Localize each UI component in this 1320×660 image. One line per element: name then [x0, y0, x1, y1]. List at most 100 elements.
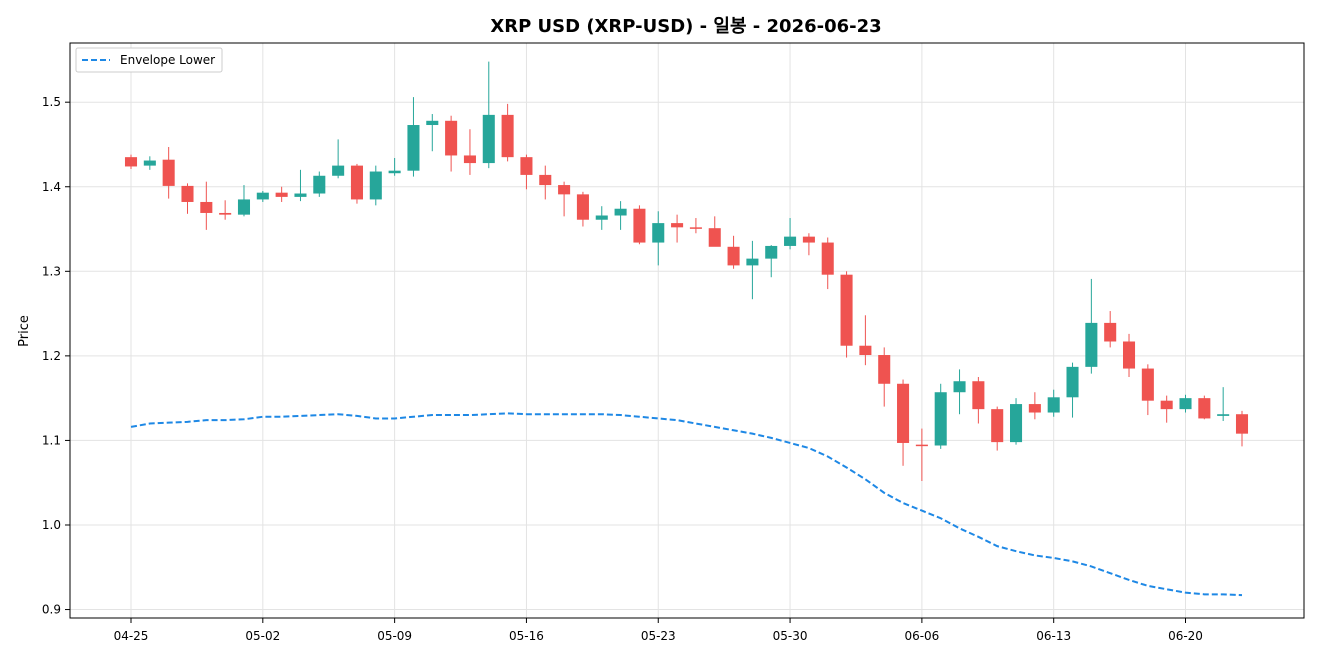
candle-body: [256, 192, 269, 200]
candle-body: [953, 381, 966, 393]
candle: [369, 165, 382, 206]
candle-body: [708, 228, 721, 247]
candle: [897, 379, 910, 466]
candle: [1010, 398, 1023, 445]
candle-body: [1141, 368, 1154, 401]
candle-body: [539, 174, 552, 186]
legend-label-envelope: Envelope Lower: [120, 53, 215, 67]
candle-body: [1010, 404, 1023, 443]
candle: [1179, 394, 1192, 413]
candle: [1198, 395, 1211, 420]
candle: [520, 154, 533, 190]
x-tick-label: 05-09: [377, 629, 412, 643]
candle-body: [727, 246, 740, 266]
candle: [200, 181, 213, 230]
candle-body: [1047, 397, 1060, 413]
candle: [124, 154, 138, 169]
candle: [1217, 387, 1230, 421]
candle: [445, 115, 458, 172]
candle-body: [1085, 322, 1098, 367]
y-tick-label: 0.9: [42, 603, 61, 617]
candle-body: [633, 208, 646, 243]
candle-body: [332, 165, 345, 176]
candle: [576, 191, 589, 227]
candle: [1141, 364, 1154, 416]
candle: [765, 245, 778, 278]
candle: [708, 216, 721, 247]
candle-body: [595, 215, 608, 220]
x-tick-label: 06-20: [1168, 629, 1203, 643]
candles: [124, 61, 1249, 482]
candle: [482, 61, 495, 169]
candle-body: [689, 227, 702, 229]
candle: [388, 158, 401, 176]
candle: [1235, 410, 1249, 447]
legend-box: [75, 47, 223, 73]
candle: [1122, 333, 1136, 378]
candle: [237, 185, 251, 217]
y-tick-label: 1.4: [42, 180, 61, 194]
candle-body: [350, 165, 363, 200]
candle-body: [897, 383, 910, 443]
candle-body: [1160, 400, 1173, 410]
candle: [689, 218, 702, 234]
candle-body: [162, 159, 175, 186]
x-tick-label: 05-30: [773, 629, 808, 643]
y-tick-label: 1.1: [42, 433, 61, 447]
candle: [294, 169, 307, 202]
candle: [1104, 311, 1117, 348]
grid: [70, 43, 1304, 618]
candle-body: [1179, 398, 1192, 410]
candle: [859, 315, 872, 366]
candle: [953, 369, 966, 415]
candle: [275, 186, 288, 202]
y-tick-label: 1.2: [42, 349, 61, 363]
candle: [972, 377, 985, 424]
candle-body: [1066, 366, 1079, 398]
candle: [633, 205, 646, 245]
candle-body: [181, 185, 194, 202]
candle: [1047, 389, 1060, 417]
candle: [181, 183, 194, 214]
candle-body: [219, 212, 232, 215]
candle-body: [237, 199, 251, 215]
candle-body: [313, 175, 326, 194]
candle: [652, 211, 665, 266]
candle-body: [200, 201, 213, 213]
candle-body: [576, 194, 589, 220]
candle: [784, 218, 797, 250]
candle: [143, 156, 156, 170]
candle-body: [1235, 414, 1249, 434]
candle-body: [520, 157, 533, 175]
x-tick-label: 04-25: [114, 629, 149, 643]
candle-body: [746, 258, 759, 266]
candle: [350, 163, 363, 204]
candle-body: [275, 192, 288, 197]
y-axis-label: Price: [17, 315, 32, 347]
candle-body: [840, 274, 853, 346]
candle: [915, 428, 928, 482]
candle: [878, 347, 891, 407]
y-tick-label: 1.5: [42, 95, 61, 109]
candle-body: [671, 223, 684, 228]
x-tick-label: 05-23: [641, 629, 676, 643]
candle-body: [1198, 398, 1211, 419]
y-tick-label: 1.3: [42, 264, 61, 278]
candle: [332, 139, 345, 179]
candle-body: [878, 355, 891, 384]
candle-body: [369, 171, 382, 200]
candle-body: [124, 157, 138, 167]
candle: [558, 181, 571, 217]
candle-body: [915, 444, 928, 447]
envelope-lower-line: [130, 412, 1243, 597]
candle: [595, 206, 608, 230]
candle: [802, 233, 815, 256]
candle-body: [652, 223, 665, 243]
candle: [840, 271, 853, 358]
candle-body: [821, 242, 834, 275]
candle-body: [482, 114, 495, 164]
x-tick-label: 06-06: [904, 629, 939, 643]
candle: [256, 190, 269, 202]
candle: [1160, 395, 1173, 423]
